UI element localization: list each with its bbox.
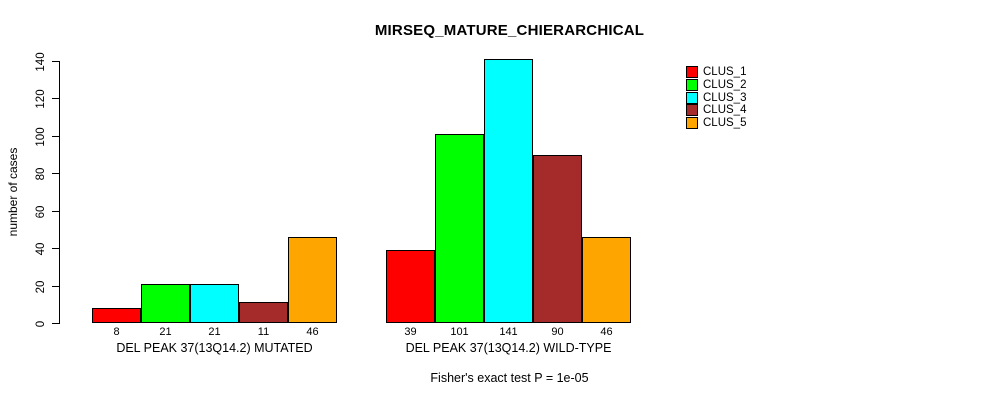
bar-value-label: 101: [450, 326, 469, 338]
group-label-2: DEL PEAK 37(13Q14.2) WILD-TYPE: [405, 341, 612, 355]
bar-value-label: 21: [208, 326, 221, 338]
legend-item-clus_3: CLUS_3: [686, 91, 746, 104]
y-tick-mark: [52, 98, 59, 99]
legend-label: CLUS_3: [703, 91, 747, 104]
footnote-text: Fisher's exact test P = 1e-05: [430, 371, 589, 385]
y-tick-label: 120: [35, 88, 47, 109]
y-tick-label: 0: [35, 320, 47, 327]
y-tick-label: 60: [35, 205, 47, 218]
y-tick-mark: [52, 61, 59, 62]
legend-item-clus_4: CLUS_4: [686, 104, 746, 117]
y-tick-mark: [52, 211, 59, 212]
legend-swatch-icon: [686, 79, 698, 92]
bar-clus_2-group1: [141, 284, 190, 323]
legend-swatch-icon: [686, 91, 698, 104]
bar-value-label: 90: [551, 326, 564, 338]
bar-clus_2-group2: [435, 134, 484, 323]
legend-item-clus_1: CLUS_1: [686, 66, 746, 79]
y-tick-mark: [52, 323, 59, 324]
group-label-1: DEL PEAK 37(13Q14.2) MUTATED: [116, 341, 313, 355]
legend-label: CLUS_5: [703, 117, 747, 130]
bar-value-label: 46: [306, 326, 319, 338]
bar-value-label: 46: [600, 326, 613, 338]
y-axis-line: [59, 61, 60, 324]
bar-value-label: 39: [404, 326, 417, 338]
legend-swatch-icon: [686, 66, 698, 79]
y-axis-label: number of cases: [6, 147, 20, 237]
bar-clus_1-group1: [92, 308, 141, 323]
bar-clus_5-group2: [582, 237, 631, 323]
y-tick-mark: [52, 136, 59, 137]
y-tick-label: 40: [35, 242, 47, 255]
bar-clus_3-group1: [190, 284, 239, 323]
legend-item-clus_2: CLUS_2: [686, 79, 746, 92]
legend-swatch-icon: [686, 117, 698, 130]
y-tick-mark: [52, 248, 59, 249]
bar-clus_3-group2: [484, 59, 533, 323]
bar-value-label: 8: [113, 326, 120, 338]
y-tick-mark: [52, 286, 59, 287]
legend-label: CLUS_1: [703, 66, 747, 79]
chart-title: MIRSEQ_MATURE_CHIERARCHICAL: [374, 22, 645, 39]
legend-item-clus_5: CLUS_5: [686, 117, 746, 130]
bar-value-label: 11: [257, 326, 270, 338]
bar-value-label: 141: [499, 326, 518, 338]
y-tick-label: 20: [35, 280, 47, 293]
bar-clus_1-group2: [386, 250, 435, 323]
y-tick-label: 80: [35, 167, 47, 180]
legend: CLUS_1 CLUS_2 CLUS_3 CLUS_4 CLUS_5: [686, 66, 746, 130]
bar-clus_4-group1: [239, 302, 288, 323]
bar-value-label: 21: [159, 326, 172, 338]
y-tick-label: 140: [35, 51, 47, 72]
bar-clus_4-group2: [533, 155, 582, 323]
y-tick-mark: [52, 173, 59, 174]
legend-swatch-icon: [686, 104, 698, 117]
legend-label: CLUS_2: [703, 79, 747, 92]
y-tick-label: 100: [35, 126, 47, 147]
legend-label: CLUS_4: [703, 104, 747, 117]
bar-clus_5-group1: [288, 237, 337, 323]
